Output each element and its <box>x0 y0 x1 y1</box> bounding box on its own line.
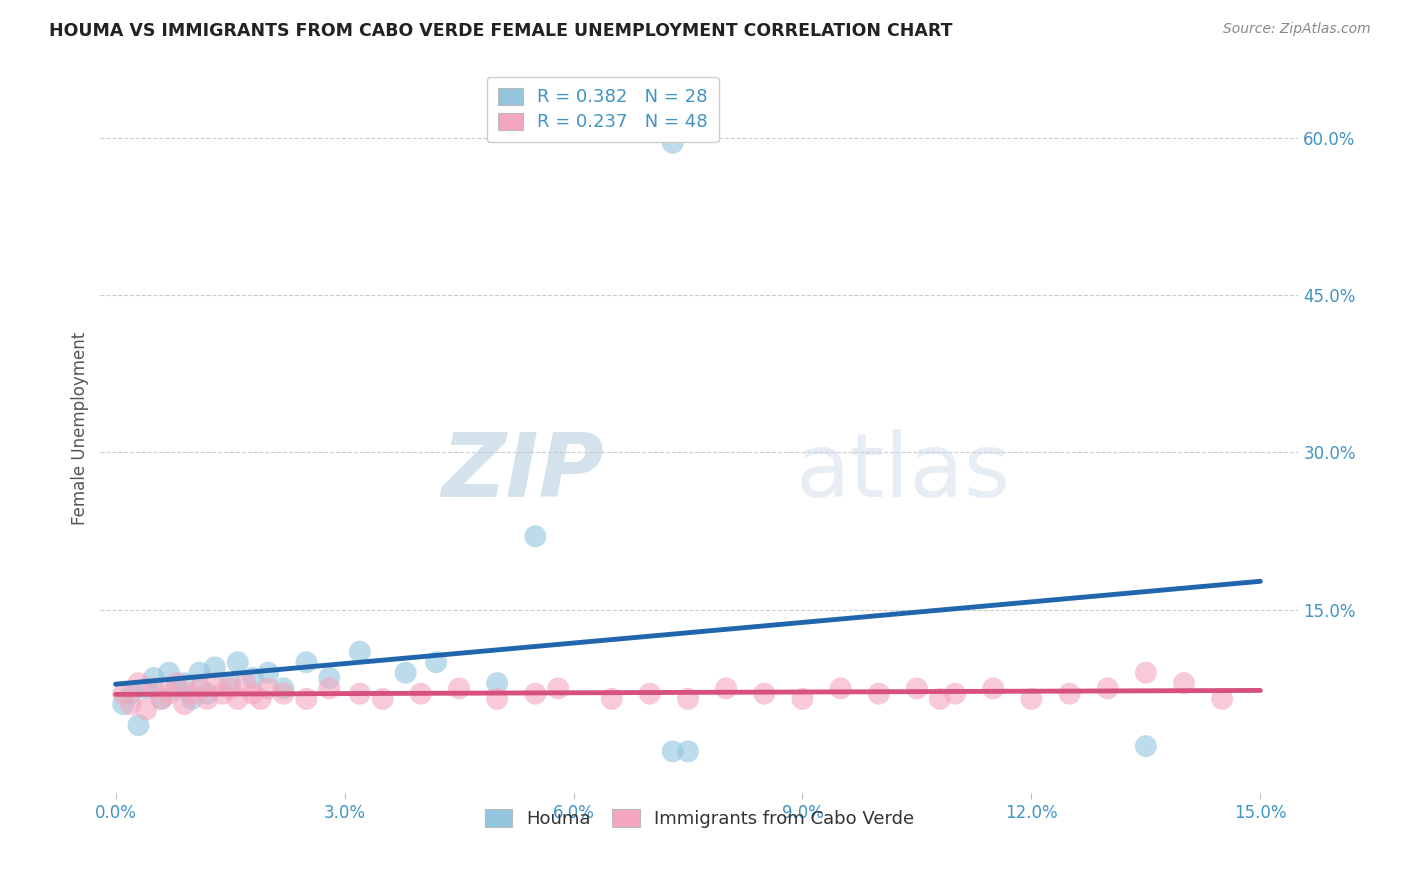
Point <box>1059 687 1081 701</box>
Point <box>349 645 371 659</box>
Point <box>135 702 157 716</box>
Point <box>318 681 340 696</box>
Point <box>547 681 569 696</box>
Text: Source: ZipAtlas.com: Source: ZipAtlas.com <box>1223 22 1371 37</box>
Point <box>792 692 814 706</box>
Point <box>112 697 135 711</box>
Point <box>242 687 264 701</box>
Point <box>128 676 150 690</box>
Point <box>128 718 150 732</box>
Point <box>249 692 271 706</box>
Point <box>1135 739 1157 753</box>
Point <box>188 665 211 680</box>
Point <box>166 681 188 696</box>
Point <box>226 655 249 669</box>
Point <box>600 692 623 706</box>
Point <box>273 687 295 701</box>
Y-axis label: Female Unemployment: Female Unemployment <box>72 332 89 525</box>
Point <box>349 687 371 701</box>
Point <box>181 692 204 706</box>
Point <box>135 681 157 696</box>
Point <box>1135 665 1157 680</box>
Point <box>226 692 249 706</box>
Point <box>120 697 142 711</box>
Point <box>425 655 447 669</box>
Point <box>676 692 699 706</box>
Point <box>905 681 928 696</box>
Text: atlas: atlas <box>796 429 1011 516</box>
Point <box>195 687 218 701</box>
Point <box>173 676 195 690</box>
Point <box>1211 692 1233 706</box>
Point <box>257 681 280 696</box>
Point <box>219 676 242 690</box>
Point <box>242 671 264 685</box>
Point <box>295 655 318 669</box>
Point <box>524 687 547 701</box>
Point <box>447 681 470 696</box>
Point <box>661 136 683 150</box>
Point <box>204 660 226 674</box>
Point <box>928 692 950 706</box>
Point <box>235 676 257 690</box>
Point <box>257 665 280 680</box>
Point <box>157 665 180 680</box>
Point <box>371 692 394 706</box>
Text: HOUMA VS IMMIGRANTS FROM CABO VERDE FEMALE UNEMPLOYMENT CORRELATION CHART: HOUMA VS IMMIGRANTS FROM CABO VERDE FEMA… <box>49 22 953 40</box>
Point <box>150 692 173 706</box>
Point <box>981 681 1004 696</box>
Point <box>409 687 432 701</box>
Point <box>1021 692 1043 706</box>
Point <box>219 681 242 696</box>
Point <box>157 687 180 701</box>
Point <box>295 692 318 706</box>
Point <box>181 687 204 701</box>
Text: ZIP: ZIP <box>441 429 603 516</box>
Point <box>486 676 509 690</box>
Point <box>714 681 737 696</box>
Point <box>150 692 173 706</box>
Point <box>142 681 165 696</box>
Point <box>211 687 233 701</box>
Point <box>318 671 340 685</box>
Point <box>195 692 218 706</box>
Point <box>486 692 509 706</box>
Point <box>661 744 683 758</box>
Point <box>1173 676 1195 690</box>
Point <box>676 744 699 758</box>
Point <box>112 687 135 701</box>
Point <box>830 681 852 696</box>
Point <box>166 676 188 690</box>
Point <box>142 671 165 685</box>
Point <box>638 687 661 701</box>
Point <box>204 676 226 690</box>
Point <box>394 665 416 680</box>
Point <box>868 687 890 701</box>
Point <box>173 697 195 711</box>
Point <box>273 681 295 696</box>
Point <box>943 687 966 701</box>
Point <box>754 687 776 701</box>
Legend: Houma, Immigrants from Cabo Verde: Houma, Immigrants from Cabo Verde <box>478 802 921 836</box>
Point <box>188 681 211 696</box>
Point <box>1097 681 1119 696</box>
Point <box>524 529 547 543</box>
Point <box>120 687 142 701</box>
